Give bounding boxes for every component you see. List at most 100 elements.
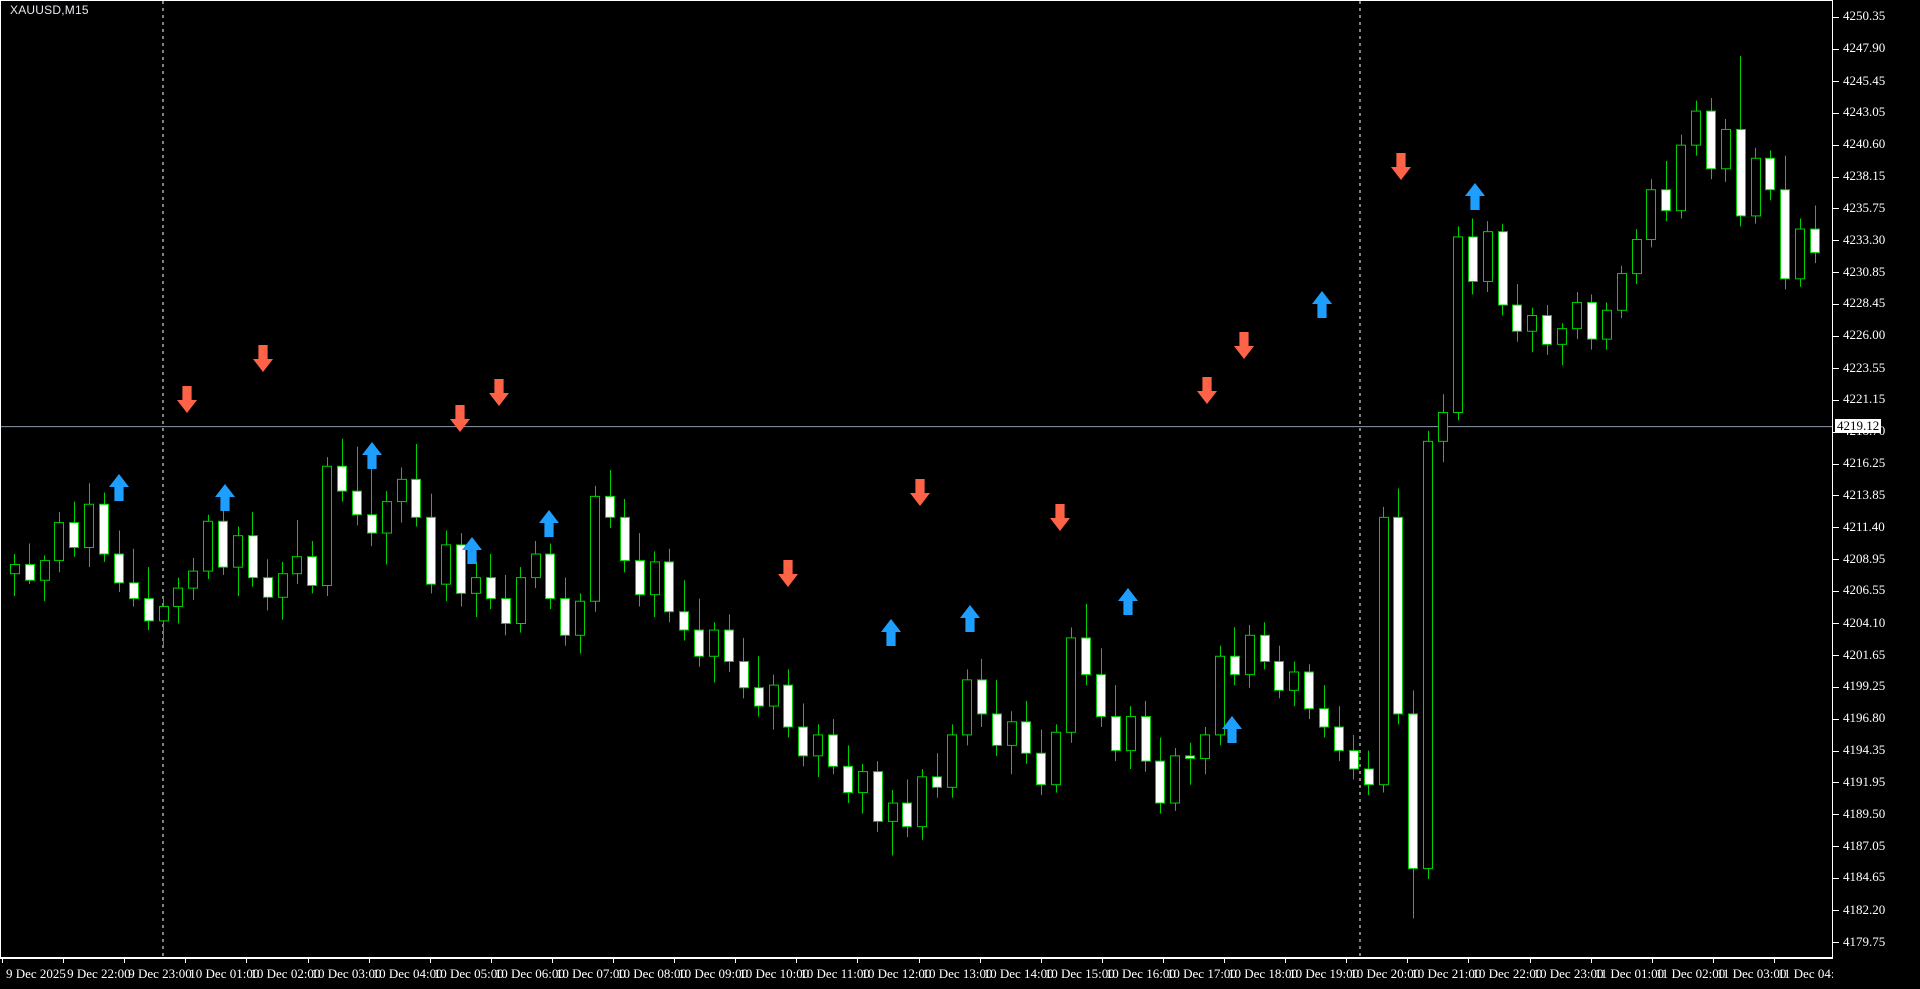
buy-signal-arrow[interactable]	[1312, 291, 1332, 318]
sell-signal-arrow[interactable]	[1197, 377, 1217, 404]
sell-signal-arrow[interactable]	[1391, 153, 1411, 180]
buy-signal-arrow[interactable]	[881, 619, 901, 646]
time-tick-label: 10 Dec 10:00	[739, 966, 810, 981]
price-tick-mark	[1833, 336, 1839, 337]
price-tick-value: 4213.85	[1843, 486, 1886, 502]
candle-body-bullish	[709, 629, 719, 657]
price-tick-value: 4216.25	[1843, 455, 1886, 471]
price-tick-label: 4238.15	[1833, 169, 1885, 183]
price-tick-mark	[1833, 176, 1839, 178]
price-tick-value: 4233.30	[1843, 231, 1886, 247]
sell-signal-arrow[interactable]	[253, 345, 273, 372]
price-tick-label: 4208.95	[1833, 551, 1885, 566]
buy-signal-arrow[interactable]	[539, 510, 559, 537]
candle-body-bearish	[1081, 637, 1091, 676]
price-tick-mark	[1833, 240, 1839, 242]
candle-body-bearish	[1274, 661, 1284, 691]
time-tick-mark	[1530, 958, 1531, 963]
candle-body-bearish	[1319, 708, 1329, 728]
time-tick-label: 10 Dec 11:00	[800, 966, 870, 981]
price-tick-label: 4250.35	[1833, 9, 1885, 23]
sell-signal-arrow[interactable]	[910, 479, 930, 506]
time-tick-mark	[1713, 958, 1714, 963]
time-scale[interactable]: 9 Dec 2025 9 Dec 22:00 9 Dec 23:00 10 Dec 0…	[0, 958, 1833, 989]
price-tick-value: 4238.15	[1843, 168, 1886, 184]
candle-body-bearish	[1021, 721, 1031, 754]
time-tick-mark	[1224, 958, 1225, 963]
candle-body-bullish	[769, 684, 779, 707]
sell-signal-arrow[interactable]	[450, 405, 470, 432]
candle-body-bearish	[902, 802, 912, 828]
buy-signal-arrow[interactable]	[109, 474, 129, 501]
buy-signal-arrow[interactable]	[362, 442, 382, 469]
buy-signal-arrow[interactable]	[1222, 716, 1242, 743]
candle-body-bearish	[1260, 634, 1270, 663]
price-tick-label: 4199.25	[1833, 679, 1885, 693]
candle-body-bearish	[1765, 157, 1775, 191]
price-tick-value: 4182.20	[1843, 901, 1886, 917]
price-tick-label: 4204.10	[1833, 615, 1885, 630]
buy-signal-arrow[interactable]	[1465, 183, 1485, 210]
candle-body-bullish	[1215, 655, 1225, 736]
candle-body-bullish	[1795, 228, 1805, 280]
candle-body-bearish	[1408, 713, 1418, 870]
candle-body-bearish	[1780, 189, 1790, 280]
time-tick-label: 10 Dec 03:00	[311, 966, 382, 981]
time-tick-mark	[613, 958, 614, 963]
candle-body-bearish	[337, 465, 347, 492]
time-tick-mark	[1163, 958, 1164, 963]
buy-signal-arrow[interactable]	[960, 605, 980, 632]
candle-body-bearish	[605, 495, 615, 518]
price-tick-label: 4201.65	[1833, 647, 1885, 662]
time-tick-label: 11 Dec 04:00	[1777, 966, 1833, 981]
price-scale[interactable]: 4250.35 4247.90 4245.45 4243.05 4240.60 4238.…	[1833, 0, 1920, 958]
candle-body-bullish	[159, 605, 169, 622]
time-tick-label: 10 Dec 23:00	[1533, 966, 1604, 981]
chart-plot-area[interactable]: XAUUSD,M15	[0, 0, 1833, 958]
price-tick-label: 4182.20	[1833, 901, 1886, 917]
candle-body-bearish	[1364, 768, 1374, 786]
time-tick-mark	[1285, 958, 1286, 963]
candle-body-bullish	[1691, 110, 1701, 146]
time-tick-mark	[980, 958, 981, 963]
price-tick-mark	[1833, 303, 1839, 305]
price-tick-label: 4247.90	[1833, 41, 1885, 55]
sell-signal-arrow[interactable]	[1234, 332, 1254, 359]
sell-signal-arrow[interactable]	[778, 560, 798, 587]
price-tick-label: 4226.00	[1833, 328, 1885, 342]
price-tick-value: 4191.95	[1843, 773, 1886, 789]
price-tick-mark	[1833, 112, 1839, 114]
sell-signal-arrow[interactable]	[177, 386, 197, 413]
candle-body-bearish	[501, 598, 511, 625]
candle-body-bullish	[1438, 412, 1448, 442]
time-tick-mark	[1468, 958, 1469, 963]
time-tick-mark	[185, 958, 186, 963]
sell-signal-arrow[interactable]	[489, 379, 509, 406]
candle-body-bearish	[486, 577, 496, 600]
time-tick-mark	[735, 958, 736, 963]
price-tick-mark	[1833, 623, 1839, 625]
candle-body-bullish	[858, 771, 868, 794]
price-tick-mark	[1833, 814, 1839, 816]
buy-signal-arrow[interactable]	[1118, 588, 1138, 615]
candle-body-bearish	[1661, 189, 1671, 212]
candle-body-bullish	[278, 573, 288, 598]
price-tick-mark	[1833, 208, 1839, 210]
buy-signal-arrow[interactable]	[215, 484, 235, 511]
candle-body-bearish	[1542, 315, 1552, 345]
time-tick-mark	[246, 958, 247, 963]
candle-body-bearish	[1736, 128, 1746, 217]
price-tick-label: 4179.75	[1833, 934, 1885, 949]
price-tick-mark	[1833, 144, 1839, 146]
candlestick-canvas[interactable]	[1, 1, 1833, 958]
candle-body-bullish	[1676, 144, 1686, 212]
buy-signal-arrow[interactable]	[462, 537, 482, 564]
sell-signal-arrow[interactable]	[1050, 504, 1070, 531]
time-tick-label: 10 Dec 14:00	[983, 966, 1054, 981]
candle-body-bullish	[1379, 516, 1389, 786]
price-tick-mark	[1833, 910, 1839, 912]
time-tick-mark	[857, 958, 858, 963]
price-tick-label: 4213.85	[1833, 486, 1886, 502]
time-tick-label: 11 Dec 02:00	[1655, 966, 1726, 981]
candle-body-bullish	[531, 553, 541, 579]
